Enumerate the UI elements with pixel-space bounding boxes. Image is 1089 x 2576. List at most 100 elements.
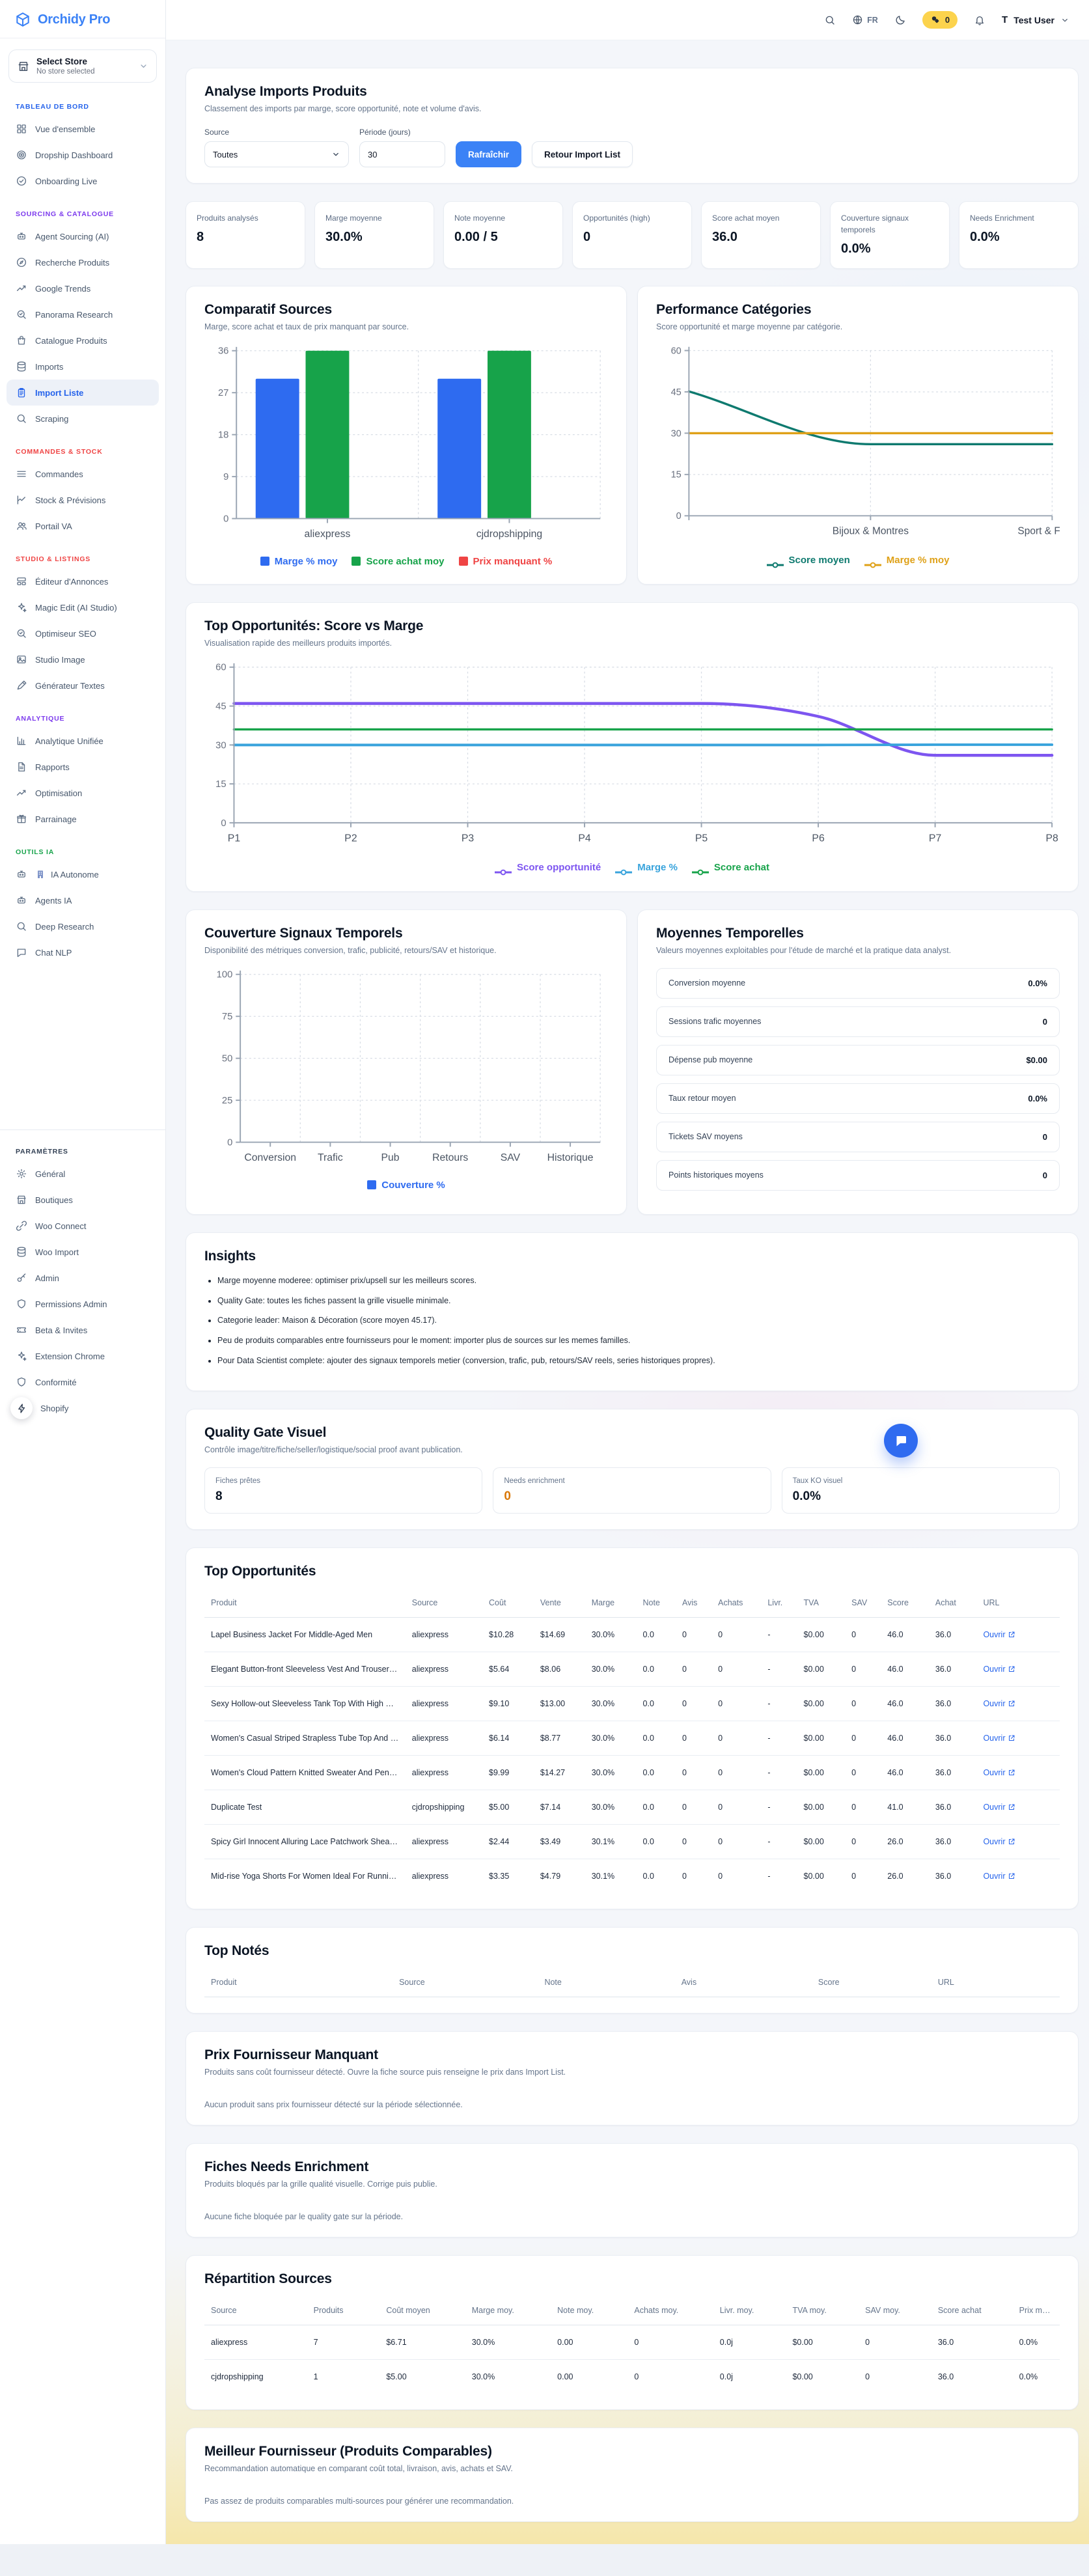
stat-label: Fiches prêtes: [215, 1476, 261, 1485]
sidebar-item-parrainage[interactable]: Parrainage: [7, 806, 159, 832]
sidebar-item-recherche-produits[interactable]: Recherche Produits: [7, 249, 159, 275]
col-note: Note: [636, 1589, 676, 1618]
sidebar: Orchidy Pro Select Store No store select…: [0, 0, 166, 2544]
col-produit: Produit: [204, 1969, 393, 1997]
sidebar-item-label: Deep Research: [35, 921, 94, 932]
section-title: Meilleur Fournisseur (Produits Comparabl…: [204, 2443, 492, 2459]
top-opportunites-table: Produit Source Coût Vente Marge Note Avis Achat…: [204, 1589, 1060, 1893]
topbar: FR 0 T Test User: [166, 0, 1089, 40]
sidebar-item-optimiseur-seo[interactable]: Optimiseur SEO: [7, 620, 159, 646]
performance-categories-card: Performance Catégories Score opportunité…: [637, 286, 1079, 585]
quality-gate-card: Quality Gate Visuel Contrôle image/titre…: [186, 1408, 1079, 1530]
sidebar-item-boutiques[interactable]: Boutiques: [7, 1187, 159, 1213]
sidebar-item-label: Dropship Dashboard: [35, 150, 113, 160]
moyennes-row-tickets-sav-moyens: Tickets SAV moyens 0: [656, 1121, 1060, 1152]
sidebar-item-woo-connect[interactable]: Woo Connect: [7, 1213, 159, 1239]
app-logo: Orchidy Pro: [0, 0, 165, 38]
sidebar-item-label: Rapports: [35, 762, 70, 772]
legend-label: Prix manquant %: [473, 555, 553, 567]
sidebar-item-scraping[interactable]: Scraping: [7, 406, 159, 432]
sidebar-item-deep-research[interactable]: Deep Research: [7, 913, 159, 939]
svg-text:P4: P4: [578, 833, 591, 844]
chevron-down-icon: [331, 150, 340, 159]
svg-text:P7: P7: [929, 833, 941, 844]
kpi-value: 0.0%: [841, 242, 871, 256]
chat-fab-button[interactable]: [884, 1423, 918, 1458]
sidebar-item-vue-d-ensemble[interactable]: Vue d'ensemble: [7, 116, 159, 142]
sidebar-item-studio-image[interactable]: Studio Image: [7, 646, 159, 672]
sidebar-item-portail-va[interactable]: Portail VA: [7, 513, 159, 539]
sidebar-item-chat-nlp[interactable]: Chat NLP: [7, 939, 159, 965]
sidebar-item-google-trends[interactable]: Google Trends: [7, 275, 159, 301]
sidebar-item-stock-previsions[interactable]: Stock & Prévisions: [7, 487, 159, 513]
table-title: Répartition Sources: [204, 2271, 332, 2286]
period-input[interactable]: [359, 141, 445, 167]
sidebar-item-rapports[interactable]: Rapports: [7, 754, 159, 780]
refresh-button[interactable]: Rafraîchir: [456, 141, 522, 167]
sidebar-item-commandes[interactable]: Commandes: [7, 461, 159, 487]
ouvrir-link[interactable]: Ouvrir: [983, 1665, 1015, 1674]
credits-badge[interactable]: 0: [922, 11, 958, 29]
ouvrir-link[interactable]: Ouvrir: [983, 1734, 1015, 1743]
metric-label: Sessions trafic moyennes: [669, 1017, 762, 1027]
ouvrir-link[interactable]: Ouvrir: [983, 1872, 1015, 1881]
language-switcher[interactable]: FR: [852, 14, 878, 25]
col-marge-moy: Marge moy.: [465, 2297, 551, 2325]
source-select[interactable]: Toutes: [204, 141, 349, 167]
table-row: Mid-rise Yoga Shorts For Women Ideal For…: [204, 1859, 1060, 1893]
legend-label: Score moyen: [788, 555, 850, 566]
sidebar-item-editeur-d-annonces[interactable]: Éditeur d'Annonces: [7, 568, 159, 594]
svg-text:30: 30: [215, 740, 226, 751]
sidebar-item-conformite[interactable]: Conformité: [7, 1369, 159, 1395]
sidebar-item-imports[interactable]: Imports: [7, 353, 159, 380]
metric-label: Dépense pub moyenne: [669, 1055, 753, 1065]
sidebar-item-permissions-admin[interactable]: Permissions Admin: [7, 1291, 159, 1317]
sidebar-item-beta-invites[interactable]: Beta & Invites: [7, 1317, 159, 1343]
ouvrir-link[interactable]: Ouvrir: [983, 1837, 1015, 1846]
store-selector[interactable]: Select Store No store selected: [8, 49, 157, 83]
dark-mode-toggle[interactable]: [894, 14, 906, 26]
sidebar-item-admin[interactable]: Admin: [7, 1265, 159, 1291]
sidebar-item-magic-edit-ai-studio[interactable]: Magic Edit (AI Studio): [7, 594, 159, 620]
search-icon[interactable]: [824, 14, 836, 26]
sidebar-item-general[interactable]: Général: [7, 1161, 159, 1187]
check-circle-icon: [16, 175, 27, 187]
sidebar-item-extension-chrome[interactable]: Extension Chrome: [7, 1343, 159, 1369]
svg-text:27: 27: [218, 388, 228, 398]
sidebar-item-agent-sourcing-ai[interactable]: Agent Sourcing (AI): [7, 223, 159, 249]
ouvrir-link[interactable]: Ouvrir: [983, 1803, 1015, 1812]
sidebar-item-label: Recherche Produits: [35, 257, 110, 268]
sidebar-item-generateur-textes[interactable]: Générateur Textes: [7, 672, 159, 699]
sidebar-item-import-liste[interactable]: Import Liste: [7, 380, 159, 406]
sidebar-item-panorama-research[interactable]: Panorama Research: [7, 301, 159, 327]
ouvrir-link[interactable]: Ouvrir: [983, 1699, 1015, 1708]
sidebar-item-optimisation[interactable]: Optimisation: [7, 780, 159, 806]
user-menu[interactable]: T Test User: [1002, 14, 1069, 25]
sidebar-item-woo-import[interactable]: Woo Import: [7, 1239, 159, 1265]
ouvrir-link[interactable]: Ouvrir: [983, 1630, 1015, 1639]
sidebar-item-onboarding-live[interactable]: Onboarding Live: [7, 168, 159, 194]
repartition-table: Source Produits Coût moyen Marge moy. Note m…: [204, 2297, 1060, 2394]
database-icon: [16, 361, 27, 372]
sidebar-item-catalogue-produits[interactable]: Catalogue Produits: [7, 327, 159, 353]
insight-item: Pour Data Scientist complete: ajouter de…: [217, 1355, 1060, 1367]
sidebar-item-ia-autonome[interactable]: IA Autonome: [7, 861, 159, 887]
sidebar-item-dropship-dashboard[interactable]: Dropship Dashboard: [7, 142, 159, 168]
sidebar-item-analytique-unifiee[interactable]: Analytique Unifiée: [7, 728, 159, 754]
ticket-icon: [16, 1324, 27, 1336]
sidebar-item-label: Conformité: [35, 1377, 77, 1387]
legend-item: Couverture %: [367, 1180, 445, 1191]
col-url: URL: [931, 1969, 1060, 1997]
svg-text:15: 15: [671, 470, 682, 480]
back-import-list-button[interactable]: Retour Import List: [532, 141, 633, 167]
notifications-bell-icon[interactable]: [974, 14, 986, 26]
legend-item: Score moyen: [766, 553, 850, 568]
sidebar-item-label: Extension Chrome: [35, 1351, 105, 1361]
ouvrir-link[interactable]: Ouvrir: [983, 1768, 1015, 1777]
kpi-card-score-achat-moyen: Score achat moyen 36.0: [701, 201, 821, 269]
kpi-card-produits-analyses: Produits analysés 8: [186, 201, 305, 269]
sidebar-item-label: Portail VA: [35, 521, 72, 531]
sidebar-item-shopify[interactable]: Shopify: [7, 1395, 159, 1421]
stat-value: 8: [215, 1489, 223, 1503]
sidebar-item-agents-ia[interactable]: Agents IA: [7, 887, 159, 913]
